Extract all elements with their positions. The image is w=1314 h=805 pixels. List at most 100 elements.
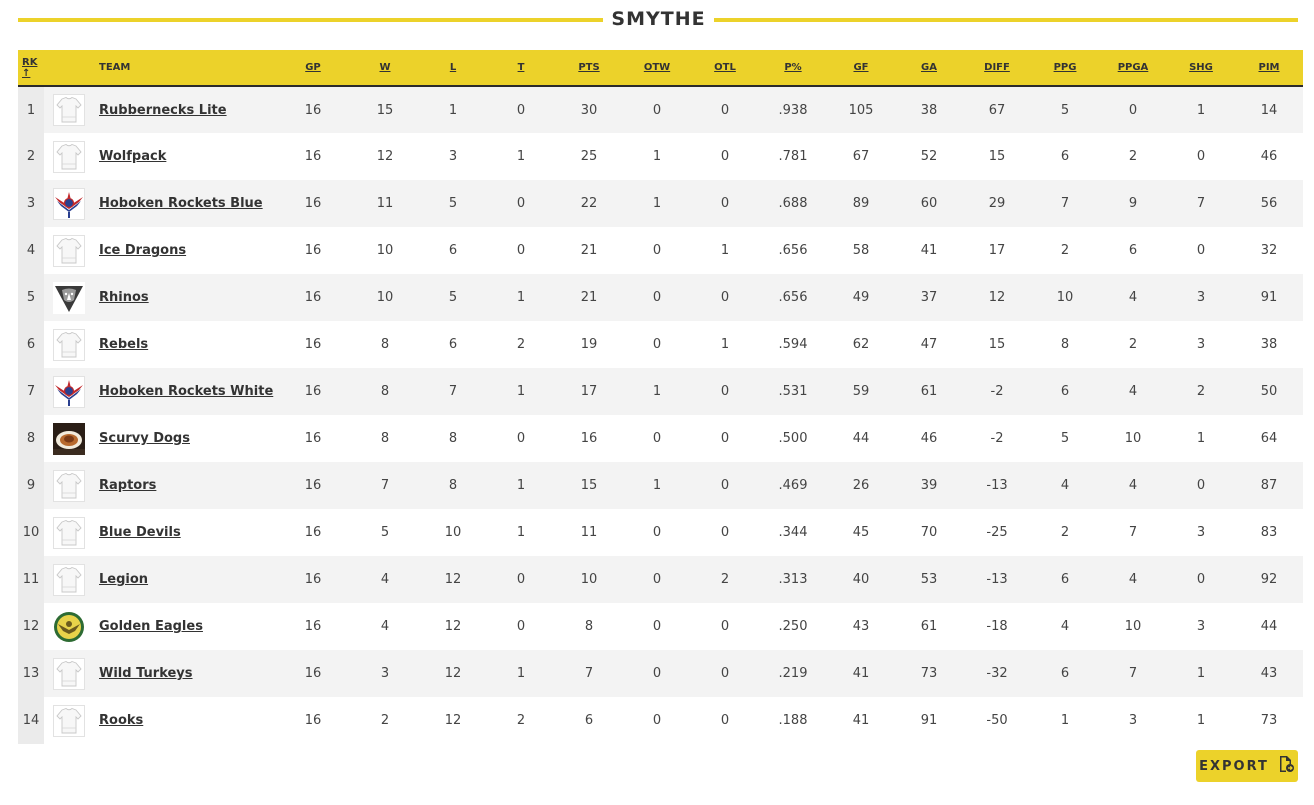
rank-cell: 9 (18, 462, 44, 509)
gf-cell: 40 (852, 572, 870, 587)
otl-cell: 0 (720, 619, 730, 634)
diff-cell: 15 (988, 337, 1006, 352)
team-link[interactable]: Scurvy Dogs (99, 431, 190, 446)
ppga-cell: 10 (1124, 619, 1142, 634)
col-header-gp[interactable]: GP (275, 50, 351, 87)
header-rule-left (18, 18, 603, 22)
team-cell: Raptors (99, 462, 275, 509)
gp-cell: 16 (304, 196, 322, 211)
team-link[interactable]: Ice Dragons (99, 243, 187, 258)
ppg-cell: 7 (1060, 196, 1070, 211)
team-link[interactable]: Raptors (99, 478, 157, 493)
gf-cell: 67 (852, 149, 870, 164)
col-header-w[interactable]: W (351, 50, 419, 87)
t-cell: 0 (516, 243, 526, 258)
l-cell: 10 (444, 525, 462, 540)
shg-cell: 1 (1196, 431, 1206, 446)
shg-cell: 1 (1196, 713, 1206, 728)
team-link[interactable]: Rebels (99, 337, 149, 352)
col-header-diff[interactable]: DIFF (963, 50, 1031, 87)
t-cell: 1 (516, 384, 526, 399)
shg-cell: 0 (1196, 478, 1206, 493)
gp-cell: 16 (304, 478, 322, 493)
shg-cell: 0 (1196, 572, 1206, 587)
col-header-ga[interactable]: GA (895, 50, 963, 87)
otl-cell: 0 (720, 431, 730, 446)
ppga-cell: 4 (1128, 384, 1138, 399)
w-cell: 11 (376, 196, 394, 211)
col-header-pim[interactable]: PIM (1235, 50, 1303, 87)
standings-table: RK ↑ TEAM GP W L T PTS OTW OTL P% GF GA … (18, 50, 1303, 744)
ppga-cell: 4 (1128, 572, 1138, 587)
t-cell: 1 (516, 149, 526, 164)
diff-cell: 15 (988, 149, 1006, 164)
ppg-cell: 10 (1056, 290, 1074, 305)
team-link[interactable]: Rubbernecks Lite (99, 102, 227, 118)
table-row: 13 Wild Turkeys 16 3 12 1 7 0 0 .219 41 73 -32 6 7 1 43 (18, 650, 1303, 697)
col-header-otl[interactable]: OTL (691, 50, 759, 87)
gf-cell: 26 (852, 478, 870, 493)
team-cell: Rooks (99, 697, 275, 744)
pim-cell: 44 (1260, 619, 1278, 634)
team-link[interactable]: Hoboken Rockets White (99, 384, 274, 399)
col-header-shg[interactable]: SHG (1167, 50, 1235, 87)
diff-cell: -2 (990, 384, 1004, 399)
otl-cell: 0 (720, 666, 730, 681)
team-link[interactable]: Blue Devils (99, 525, 181, 540)
col-header-rk[interactable]: RK ↑ (18, 50, 44, 87)
team-cell: Blue Devils (99, 509, 275, 556)
team-cell: Hoboken Rockets White (99, 368, 275, 415)
shg-cell: 3 (1196, 337, 1206, 352)
jersey-icon (44, 509, 99, 556)
team-link[interactable]: Wolfpack (99, 149, 167, 164)
rank-cell: 10 (18, 509, 44, 556)
shg-cell: 1 (1196, 666, 1206, 681)
otw-cell: 0 (652, 525, 662, 540)
col-header-ppg[interactable]: PPG (1031, 50, 1099, 87)
gf-cell: 59 (852, 384, 870, 399)
jersey-icon (44, 462, 99, 509)
golden-eagles-logo (44, 603, 99, 650)
export-button[interactable]: EXPORT (1196, 750, 1298, 782)
table-row: 14 Rooks 16 2 12 2 6 0 0 .188 41 91 -50 1 3 1 73 (18, 697, 1303, 744)
rank-cell: 4 (18, 227, 44, 274)
team-link[interactable]: Golden Eagles (99, 619, 203, 634)
col-header-t[interactable]: T (487, 50, 555, 87)
otw-cell: 0 (652, 337, 662, 352)
shg-cell: 7 (1196, 196, 1206, 211)
t-cell: 1 (516, 666, 526, 681)
pct-cell: .656 (778, 243, 808, 258)
w-cell: 4 (380, 572, 390, 587)
col-header-otw[interactable]: OTW (623, 50, 691, 87)
col-header-pts[interactable]: PTS (555, 50, 623, 87)
pim-cell: 92 (1260, 572, 1278, 587)
gf-cell: 41 (852, 666, 870, 681)
team-link[interactable]: Legion (99, 572, 149, 587)
team-link[interactable]: Wild Turkeys (99, 666, 193, 681)
team-link[interactable]: Rhinos (99, 290, 149, 305)
ppga-cell: 4 (1128, 290, 1138, 305)
team-cell: Wild Turkeys (99, 650, 275, 697)
shg-cell: 2 (1196, 384, 1206, 399)
pim-cell: 83 (1260, 525, 1278, 540)
otl-cell: 0 (720, 713, 730, 728)
jersey-icon (44, 133, 99, 180)
col-header-gf[interactable]: GF (827, 50, 895, 87)
col-header-ppga[interactable]: PPGA (1099, 50, 1167, 87)
division-header: SMYTHE (18, 0, 1298, 42)
col-header-pct[interactable]: P% (759, 50, 827, 87)
team-link[interactable]: Hoboken Rockets Blue (99, 196, 263, 211)
team-link[interactable]: Rooks (99, 713, 144, 728)
rockets-logo (44, 180, 99, 227)
otw-cell: 0 (652, 243, 662, 258)
col-header-l[interactable]: L (419, 50, 487, 87)
ga-cell: 37 (920, 290, 938, 305)
pct-cell: .344 (778, 525, 808, 540)
ppg-cell: 5 (1060, 431, 1070, 446)
t-cell: 0 (516, 572, 526, 587)
l-cell: 12 (444, 572, 462, 587)
pim-cell: 32 (1260, 243, 1278, 258)
rank-cell: 2 (18, 133, 44, 180)
ga-cell: 53 (920, 572, 938, 587)
diff-cell: 67 (988, 102, 1006, 118)
